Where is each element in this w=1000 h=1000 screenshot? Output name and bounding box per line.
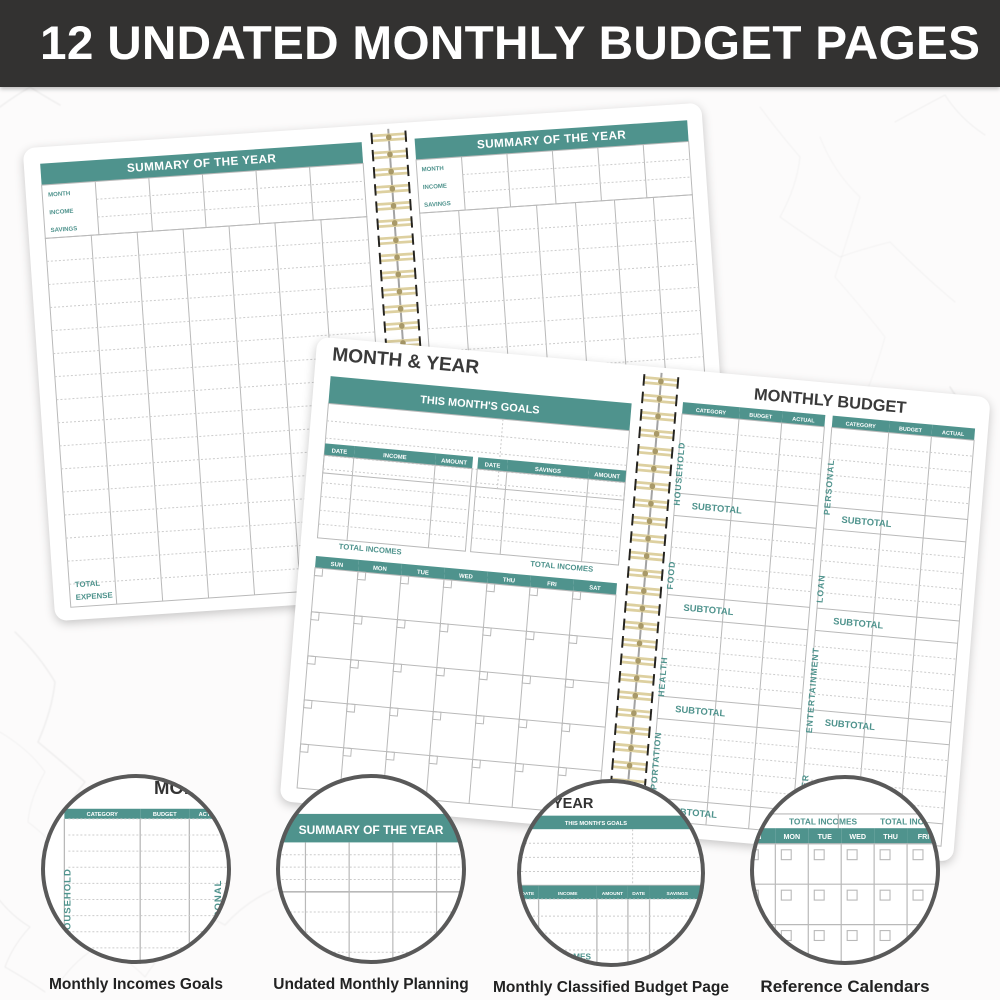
svg-text:INCOME: INCOME [558,891,578,897]
svg-text:TOTAL INCOMES: TOTAL INCOMES [789,817,858,827]
svg-text:THU: THU [503,577,516,584]
svg-text:FRI: FRI [547,581,557,588]
svg-text:CATEGORY: CATEGORY [87,812,118,818]
svg-text:MON: MON [373,566,387,573]
svg-text:SAVINGS: SAVINGS [667,891,689,897]
svg-text:SAT: SAT [589,585,601,592]
svg-text:TUE: TUE [818,833,833,841]
svg-text:AMOUNT: AMOUNT [602,891,623,897]
svg-text:DATE: DATE [632,891,646,897]
svg-text:TUE: TUE [417,570,429,577]
svg-text:WED: WED [849,833,866,841]
svg-text:TOTAL: TOTAL [74,579,100,590]
svg-text:THU: THU [883,833,898,841]
svg-text:BUDGET: BUDGET [153,812,177,818]
svg-text:MON: MON [783,833,800,841]
svg-text:FRI: FRI [918,833,930,841]
svg-text:SUN: SUN [330,562,343,569]
svg-text:THIS MONTH'S GOALS: THIS MONTH'S GOALS [565,821,627,827]
svg-text:SUMMARY OF THE YEAR: SUMMARY OF THE YEAR [299,823,444,837]
